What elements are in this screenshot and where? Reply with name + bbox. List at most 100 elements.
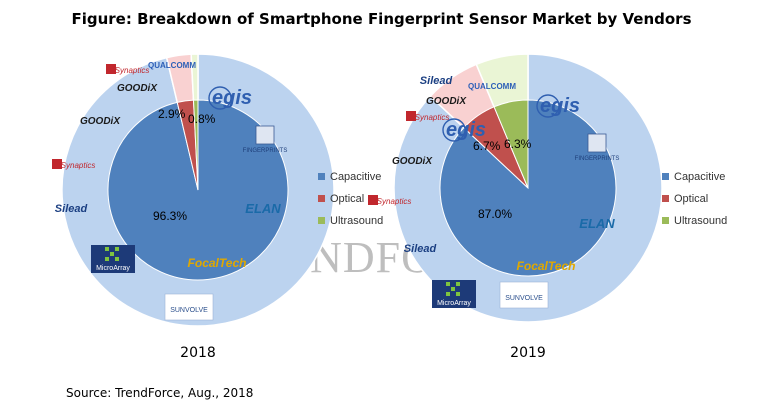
logo-text: Synaptics (377, 197, 412, 206)
fingerprints-mark (255, 125, 275, 145)
logo-text: ELAN (579, 216, 615, 231)
logo-text: GOODiX (426, 96, 467, 107)
microarray-cell (105, 257, 109, 261)
fingerprints-logo: FINGERPRINTS (243, 125, 288, 154)
data-label-ultrasound: 6.3% (504, 137, 532, 151)
microarray-cell (456, 292, 460, 296)
microarray-logo: MicroArray (432, 280, 476, 308)
goodix-logo: GOODiX (426, 96, 467, 107)
legend-label-optical: Optical (330, 193, 364, 205)
egis-logo: egis (208, 86, 252, 110)
synaptics-mark (406, 111, 416, 121)
qualcomm-logo: QUALCOMM (468, 82, 516, 91)
pie-chart-2019: 87.0% 6.7% 6.3% Capacitive Optical Ultrasound… (393, 53, 727, 361)
logo-text: ELAN (245, 201, 281, 216)
logo-text: GOODiX (117, 83, 158, 94)
microarray-cell (115, 247, 119, 251)
synaptics-mark (368, 195, 378, 205)
microarray-cell (451, 287, 455, 291)
legend-swatch-ultrasound (662, 217, 669, 224)
legend-label-capacitive: Capacitive (674, 171, 725, 183)
logo-text: GOODiX (392, 156, 433, 167)
microarray-box (432, 280, 476, 308)
microarray-logo: MicroArray (91, 245, 135, 273)
synaptics-mark (106, 64, 116, 74)
goodix-logo: GOODiX (117, 83, 158, 94)
logo-text: SUNVOLVE (505, 295, 543, 302)
logo-text: MicroArray (437, 300, 471, 307)
elan-logo: ELAN (245, 201, 281, 216)
slice-ultrasound (493, 99, 529, 189)
microarray-box (91, 245, 135, 273)
logo-text: Synaptics (115, 66, 150, 75)
logo-text: MicroArray (96, 265, 130, 272)
sunvolve-logo: SUNVOLVE (164, 293, 214, 321)
logo-text: Silead (404, 243, 437, 255)
logo-text: SUNVOLVE (170, 307, 208, 314)
chart-title: Figure: Breakdown of Smartphone Fingerpr… (71, 10, 692, 28)
sunvolve-box (499, 281, 549, 309)
sunvolve-box (164, 293, 214, 321)
synaptics-mark (52, 159, 62, 169)
data-label-capacitive: 87.0% (478, 207, 512, 221)
year-title: 2019 (510, 345, 546, 361)
data-label-capacitive: 96.3% (153, 209, 187, 223)
fingerprints-mark (587, 133, 607, 153)
silead-logo: Silead (404, 243, 437, 255)
year-title: 2018 (180, 345, 216, 361)
microarray-cell (446, 292, 450, 296)
logo-text: egis (212, 87, 252, 109)
logo-text: FocalTech (188, 256, 247, 270)
egis-logo: egis (536, 94, 580, 118)
egis-ring (208, 86, 232, 110)
logo-text: QUALCOMM (148, 61, 196, 70)
logo-text: Synaptics (61, 161, 96, 170)
legend-swatch-capacitive (662, 173, 669, 180)
data-label-optical: 2.9% (158, 107, 186, 121)
source-note: Source: TrendForce, Aug., 2018 (66, 386, 254, 400)
logo-text: FINGERPRINTS (575, 156, 620, 162)
microarray-cell (456, 282, 460, 286)
elan-logo: ELAN (579, 216, 615, 231)
legend-swatch-optical (662, 195, 669, 202)
legend-swatch-optical (318, 195, 325, 202)
synaptics-logo: Synaptics (406, 111, 449, 122)
microarray-cell (110, 252, 114, 256)
focaltech-logo: FocalTech (517, 259, 576, 273)
egis-ring (442, 118, 466, 142)
synaptics-logo: Synaptics (368, 195, 411, 206)
data-label-ultrasound: 0.8% (188, 112, 216, 126)
logo-text: egis (446, 119, 486, 141)
logo-text: Synaptics (415, 113, 450, 122)
legend-label-ultrasound: Ultrasound (674, 215, 727, 227)
slice-ultrasound (192, 99, 199, 191)
logo-text: QUALCOMM (468, 82, 516, 91)
fingerprints-logo: FINGERPRINTS (575, 133, 620, 162)
qualcomm-logo: QUALCOMM (148, 61, 196, 70)
goodix-logo: GOODiX (392, 156, 433, 167)
logo-text: Silead (420, 75, 453, 87)
logo-text: FocalTech (517, 259, 576, 273)
data-label-optical: 6.7% (473, 139, 501, 153)
logo-text: FINGERPRINTS (243, 148, 288, 154)
microarray-cell (105, 247, 109, 251)
egis-logo: egis (442, 118, 486, 142)
logo-text: GOODiX (80, 116, 121, 127)
legend-label-optical: Optical (674, 193, 708, 205)
sunvolve-logo: SUNVOLVE (499, 281, 549, 309)
legend-label-ultrasound: Ultrasound (330, 215, 383, 227)
synaptics-logo: Synaptics (106, 64, 149, 75)
synaptics-logo: Synaptics (52, 159, 95, 170)
logo-text: Silead (55, 203, 88, 215)
focaltech-logo: FocalTech (188, 256, 247, 270)
silead-logo: Silead (420, 75, 453, 87)
microarray-cell (115, 257, 119, 261)
egis-ring (536, 94, 560, 118)
legend-label-capacitive: Capacitive (330, 171, 381, 183)
silead-logo: Silead (55, 203, 88, 215)
legend-swatch-capacitive (318, 173, 325, 180)
microarray-cell (446, 282, 450, 286)
goodix-logo: GOODiX (80, 116, 121, 127)
legend-swatch-ultrasound (318, 217, 325, 224)
